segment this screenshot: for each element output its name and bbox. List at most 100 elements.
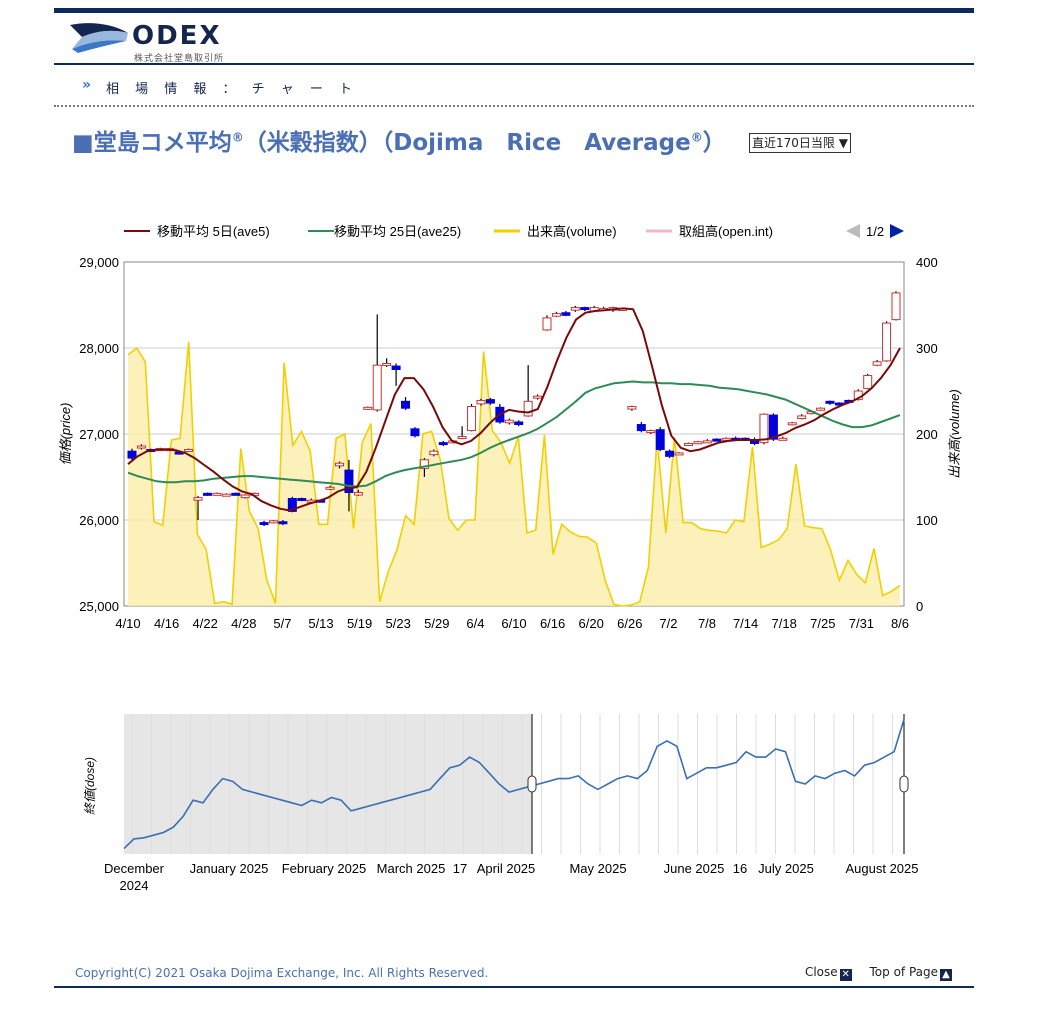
candle bbox=[467, 403, 477, 432]
top-of-page-link[interactable]: Top of Page ▲ bbox=[870, 965, 952, 981]
close-icon: ✕ bbox=[839, 969, 852, 981]
x-tick-label: 7/8 bbox=[698, 616, 716, 631]
candle bbox=[504, 418, 514, 425]
nav-x-tick-label: December 2024 bbox=[104, 861, 165, 893]
y-tick-label: 29,000 bbox=[79, 255, 119, 270]
candle bbox=[127, 448, 137, 461]
candle bbox=[391, 363, 401, 386]
nav-x-tick-label: 16 bbox=[733, 861, 747, 876]
candle bbox=[485, 397, 495, 405]
volume-area bbox=[128, 342, 900, 606]
volume-line bbox=[127, 341, 901, 607]
copyright: Copyright(C) 2021 Osaka Dojima Exchange,… bbox=[75, 966, 489, 980]
candle bbox=[693, 440, 703, 445]
candle bbox=[872, 360, 882, 367]
x-tick-label: 6/4 bbox=[466, 616, 484, 631]
candle bbox=[259, 520, 269, 527]
nav-y-axis-label: 終値(dose) bbox=[83, 757, 97, 815]
x-tick-label: 5/13 bbox=[308, 616, 333, 631]
y2-axis-label: 出来高(volume) bbox=[947, 389, 962, 479]
candle bbox=[429, 449, 439, 457]
candle bbox=[750, 437, 760, 446]
candle bbox=[278, 520, 288, 526]
x-tick-label: 7/18 bbox=[772, 616, 797, 631]
legend-ave5: 移動平均 5日(ave5) bbox=[157, 224, 270, 239]
candle bbox=[646, 429, 656, 434]
candle bbox=[401, 397, 411, 410]
nav-x-tick-label: May 2025 bbox=[569, 861, 626, 876]
x-tick-label: 5/23 bbox=[386, 616, 411, 631]
y2-tick-label: 100 bbox=[916, 513, 938, 528]
y2-tick-label: 300 bbox=[916, 341, 938, 356]
nav-close-line bbox=[123, 719, 905, 850]
y2-tick-label: 0 bbox=[916, 599, 923, 614]
x-tick-label: 7/14 bbox=[733, 616, 758, 631]
ave5-line bbox=[127, 307, 901, 512]
candle bbox=[533, 394, 543, 400]
candle bbox=[768, 413, 778, 441]
candle bbox=[136, 444, 146, 450]
candle bbox=[665, 449, 675, 459]
nav-x-tick-label: August 2025 bbox=[845, 861, 918, 876]
nav-x-tick-label: April 2025 bbox=[477, 861, 536, 876]
candle bbox=[561, 311, 571, 317]
candle bbox=[335, 461, 345, 469]
x-tick-label: 6/16 bbox=[540, 616, 565, 631]
x-tick-label: 4/22 bbox=[193, 616, 218, 631]
candle bbox=[542, 315, 552, 331]
x-tick-label: 4/28 bbox=[231, 616, 256, 631]
candle bbox=[702, 439, 712, 444]
candle bbox=[372, 314, 382, 412]
candle bbox=[382, 358, 392, 367]
legend: 移動平均 5日(ave5) 移動平均 25日(ave25) 出来高(volume… bbox=[124, 224, 904, 239]
navigator-chart[interactable]: December 2024 January 2025 February 2025 Mar… bbox=[54, 700, 974, 900]
candle bbox=[363, 406, 373, 410]
candle bbox=[231, 492, 241, 496]
candle bbox=[712, 438, 722, 442]
candle bbox=[202, 492, 212, 496]
nav-right-handle[interactable] bbox=[899, 775, 909, 793]
nav-left-handle[interactable] bbox=[527, 775, 537, 793]
price-chart[interactable]: 移動平均 5日(ave5) 移動平均 25日(ave25) 出来高(volume… bbox=[54, 212, 974, 642]
next-page-icon[interactable] bbox=[890, 224, 904, 238]
ave25-line bbox=[127, 380, 901, 488]
candle bbox=[674, 452, 684, 456]
nav-x-tick-label: January 2025 bbox=[190, 861, 269, 876]
header: ODEX 株式会社堂島取引所 bbox=[54, 13, 974, 65]
close-link[interactable]: Close ✕ bbox=[804, 965, 852, 981]
x-tick-label: 5/19 bbox=[347, 616, 372, 631]
footer: Copyright(C) 2021 Osaka Dojima Exchange,… bbox=[54, 962, 974, 988]
x-tick-label: 7/2 bbox=[659, 616, 677, 631]
candle bbox=[683, 442, 693, 447]
candle bbox=[627, 405, 637, 411]
candle bbox=[891, 291, 901, 321]
candle bbox=[787, 421, 797, 426]
candle bbox=[816, 407, 826, 411]
nav-x-tick-label: June 2025 bbox=[664, 861, 725, 876]
candle bbox=[457, 426, 467, 440]
candle bbox=[551, 311, 561, 318]
legend-volume: 出来高(volume) bbox=[527, 224, 617, 239]
x-tick-label: 4/16 bbox=[154, 616, 179, 631]
legend-ave25: 移動平均 25日(ave25) bbox=[334, 224, 461, 239]
logo-text[interactable]: ODEX bbox=[132, 21, 222, 51]
x-tick-label: 6/10 bbox=[501, 616, 526, 631]
candle bbox=[580, 306, 590, 312]
candle bbox=[882, 321, 892, 362]
page-title: ■堂島コメ平均®（米穀指数）（Dojima Rice Average®） bbox=[72, 130, 726, 156]
candle bbox=[438, 440, 448, 447]
prev-page-icon[interactable] bbox=[846, 224, 860, 238]
candle bbox=[410, 427, 420, 438]
period-select[interactable]: 直近170日当限 ▼ bbox=[749, 133, 851, 153]
arrow-up-icon: ▲ bbox=[940, 969, 952, 981]
logo-subtitle: 株式会社堂島取引所 bbox=[134, 54, 225, 64]
odex-logo-icon[interactable] bbox=[68, 19, 130, 55]
candle bbox=[825, 400, 835, 405]
candle bbox=[523, 365, 533, 417]
double-chevron-right-icon: » bbox=[82, 77, 92, 93]
candle bbox=[268, 520, 278, 524]
candle bbox=[193, 495, 203, 520]
candle bbox=[297, 497, 307, 502]
x-tick-label: 8/6 bbox=[891, 616, 909, 631]
y-tick-label: 27,000 bbox=[79, 427, 119, 442]
